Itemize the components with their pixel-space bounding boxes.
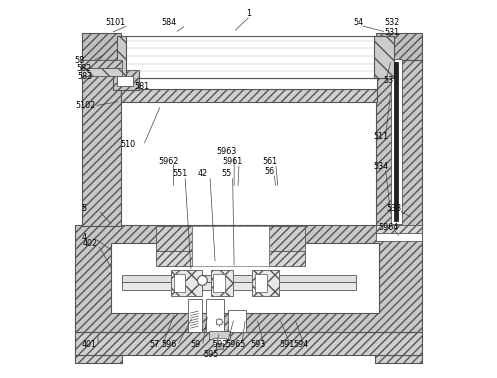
Bar [252, 270, 279, 296]
Bar [171, 270, 202, 296]
Bar [110, 243, 379, 313]
Bar [374, 36, 394, 78]
Bar [228, 310, 246, 332]
Bar [391, 59, 402, 224]
Bar [376, 33, 422, 60]
Bar [117, 36, 126, 78]
Bar [121, 89, 377, 102]
Bar [216, 343, 223, 349]
Text: 5962: 5962 [158, 157, 178, 166]
Bar [156, 251, 192, 266]
Text: 5964: 5964 [378, 223, 399, 232]
Bar [376, 233, 422, 241]
Text: 582: 582 [77, 64, 92, 73]
Text: 511: 511 [373, 132, 388, 141]
Bar [269, 226, 305, 251]
Bar [206, 299, 224, 332]
Text: 5965: 5965 [226, 340, 246, 349]
Bar [117, 76, 133, 86]
Text: 583: 583 [77, 72, 92, 81]
Bar [82, 60, 122, 68]
Bar [82, 33, 121, 60]
Bar [394, 62, 398, 221]
Text: 56: 56 [264, 167, 274, 177]
Bar [376, 60, 422, 226]
Text: 584: 584 [162, 18, 176, 27]
Bar [82, 60, 121, 226]
Text: 59: 59 [190, 340, 201, 349]
Bar [125, 36, 376, 78]
Text: 531: 531 [385, 28, 400, 37]
Text: 594: 594 [293, 340, 308, 349]
Bar [122, 282, 356, 290]
Bar [213, 274, 225, 292]
Bar [122, 275, 356, 282]
Text: 401: 401 [82, 340, 96, 349]
Text: 5961: 5961 [223, 157, 243, 166]
Text: 581: 581 [134, 82, 150, 91]
Text: 54: 54 [354, 18, 364, 27]
Text: 53: 53 [383, 76, 394, 85]
Text: 58: 58 [75, 56, 85, 65]
Circle shape [197, 276, 207, 285]
Bar [192, 226, 269, 266]
Bar [376, 225, 422, 234]
Text: 591: 591 [279, 340, 295, 349]
Text: 510: 510 [120, 140, 135, 149]
Text: 5102: 5102 [75, 101, 95, 110]
Bar [255, 274, 267, 292]
Bar [173, 274, 185, 292]
Bar [156, 226, 192, 251]
Text: 595: 595 [203, 350, 218, 359]
Text: 551: 551 [173, 169, 188, 178]
Bar [375, 355, 422, 363]
Text: 402: 402 [82, 239, 97, 248]
Text: 533: 533 [387, 204, 402, 213]
Text: 532: 532 [385, 18, 400, 27]
Bar [188, 299, 202, 332]
Text: 42: 42 [197, 169, 207, 178]
Text: 5963: 5963 [217, 147, 237, 156]
Bar [113, 70, 139, 90]
Bar [75, 332, 422, 355]
Text: 534: 534 [373, 162, 388, 171]
Bar [82, 68, 122, 76]
Text: 1: 1 [246, 9, 251, 18]
Text: 592: 592 [212, 340, 228, 349]
Bar [213, 338, 226, 344]
Text: 4: 4 [81, 233, 86, 242]
Circle shape [216, 319, 223, 325]
Text: 561: 561 [263, 157, 278, 166]
Text: 5101: 5101 [105, 18, 126, 27]
Text: 55: 55 [222, 169, 232, 178]
Text: 57: 57 [149, 340, 159, 349]
Text: 596: 596 [162, 340, 177, 349]
Bar [209, 331, 230, 339]
Bar [75, 225, 422, 332]
Text: 593: 593 [250, 340, 265, 349]
Bar [211, 270, 234, 296]
Bar [121, 78, 377, 89]
Text: 5: 5 [81, 204, 86, 213]
Bar [75, 355, 122, 363]
Bar [269, 251, 305, 266]
